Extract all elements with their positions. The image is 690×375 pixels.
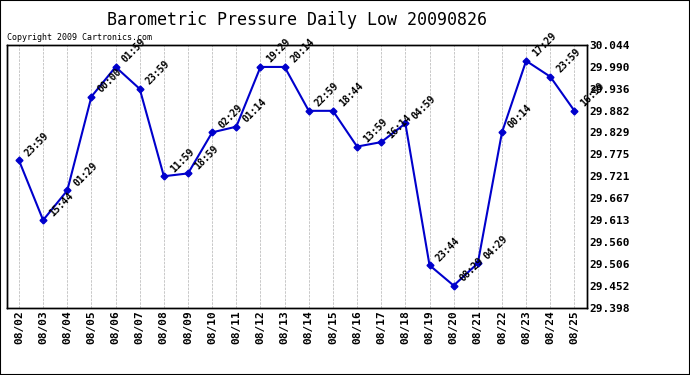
Text: 15:44: 15:44	[48, 190, 75, 218]
Text: 17:29: 17:29	[531, 31, 558, 58]
Text: 18:44: 18:44	[337, 81, 365, 109]
Text: 04:29: 04:29	[482, 233, 510, 261]
Text: 16:59: 16:59	[579, 81, 607, 109]
Text: 04:59: 04:59	[410, 93, 437, 121]
Text: 08:29: 08:29	[458, 255, 486, 284]
Text: 23:59: 23:59	[23, 130, 51, 158]
Text: 22:59: 22:59	[313, 81, 341, 109]
Text: 23:44: 23:44	[434, 235, 462, 263]
Text: 00:14: 00:14	[506, 102, 534, 130]
Text: 16:14: 16:14	[386, 112, 413, 140]
Text: 01:29: 01:29	[72, 160, 99, 188]
Text: Barometric Pressure Daily Low 20090826: Barometric Pressure Daily Low 20090826	[107, 11, 486, 29]
Text: 01:59: 01:59	[120, 37, 148, 65]
Text: 02:29: 02:29	[217, 102, 244, 130]
Text: Copyright 2009 Cartronics.com: Copyright 2009 Cartronics.com	[7, 33, 152, 42]
Text: 01:14: 01:14	[241, 97, 268, 124]
Text: 23:59: 23:59	[144, 59, 172, 87]
Text: 18:59: 18:59	[193, 143, 220, 171]
Text: 00:00: 00:00	[96, 67, 124, 94]
Text: 19:29: 19:29	[265, 37, 293, 65]
Text: 13:59: 13:59	[362, 117, 389, 144]
Text: 11:59: 11:59	[168, 146, 196, 174]
Text: 23:59: 23:59	[555, 46, 582, 75]
Text: 20:14: 20:14	[289, 37, 317, 65]
